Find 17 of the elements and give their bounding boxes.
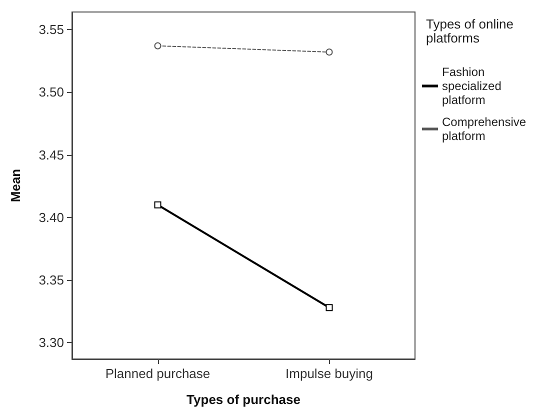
y-tick-label: 3.35 (38, 272, 64, 288)
y-tick-label: 3.30 (38, 335, 64, 350)
x-tick-label: Impulse buying (286, 366, 373, 381)
y-axis-title: Mean (8, 168, 23, 202)
y-tick-label: 3.55 (38, 22, 64, 38)
point (326, 304, 333, 312)
x-tick-label: Planned purchase (105, 366, 210, 381)
y-tick-label: 3.40 (38, 210, 64, 225)
point (154, 42, 162, 50)
y-tick-label: 3.50 (38, 84, 64, 100)
y-tick-label: 3.45 (38, 147, 64, 162)
point (154, 201, 162, 208)
legend-label: Fashion specialized platform (442, 65, 505, 107)
point (326, 48, 333, 56)
legend-title: Types of online platforms (426, 16, 518, 46)
x-axis-title: Types of purchase (186, 392, 300, 407)
legend-label: Comprehensive platform (442, 115, 530, 143)
